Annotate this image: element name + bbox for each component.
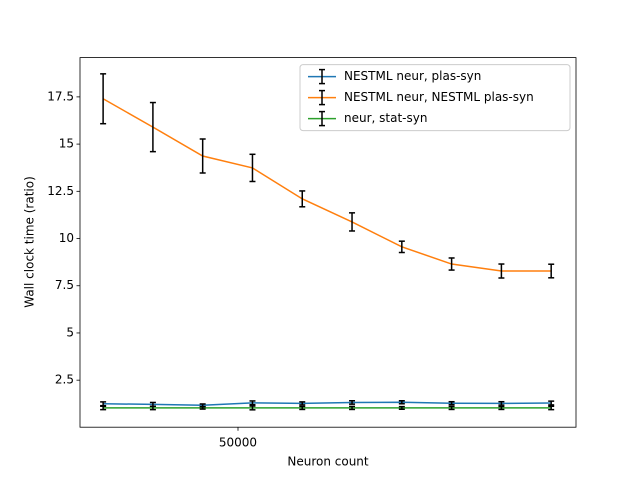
x-tick-label: 50000: [219, 436, 257, 450]
y-tick-label: 10: [59, 231, 74, 245]
error-bar: [448, 257, 455, 271]
error-bar: [299, 190, 306, 208]
legend-box: [299, 64, 571, 132]
error-bar: [548, 400, 555, 406]
error-bar: [398, 240, 405, 254]
error-bar: [398, 400, 405, 405]
error-bar: [100, 405, 107, 411]
y-tick-label: 15: [59, 137, 74, 151]
error-bar: [149, 405, 156, 411]
error-bar: [249, 405, 256, 411]
error-bar: [548, 263, 555, 279]
error-bar: [100, 73, 107, 125]
error-bar: [548, 405, 555, 411]
legend-label: NESTML neur, NESTML plas-syn: [344, 90, 534, 104]
series-line: [103, 401, 552, 407]
y-tick-label: 17.5: [47, 89, 74, 103]
error-bar: [349, 400, 356, 405]
y-tick-label: 7.5: [55, 278, 74, 292]
y-tick-label: 5: [66, 325, 74, 339]
error-bar: [349, 405, 356, 411]
y-tick-label: 12.5: [47, 184, 74, 198]
error-bar: [498, 405, 505, 411]
error-bar: [349, 212, 356, 232]
error-bar: [448, 400, 455, 406]
error-bar: [448, 405, 455, 411]
y-tick-label: 2.5: [55, 373, 74, 387]
error-bar: [299, 401, 306, 406]
legend-label: NESTML neur, plas-syn: [344, 69, 481, 83]
error-bar: [199, 406, 206, 410]
error-bar: [149, 101, 156, 153]
y-axis-label: Wall clock time (ratio): [23, 176, 37, 308]
error-bar: [249, 400, 256, 406]
error-bar: [498, 400, 505, 406]
error-bar: [299, 405, 306, 411]
plot-area: [79, 57, 577, 428]
error-bar: [398, 405, 405, 411]
legend-label: neur, stat-syn: [344, 111, 427, 125]
error-bar: [199, 138, 206, 174]
error-bar: [249, 153, 256, 183]
error-bar: [498, 263, 505, 279]
x-axis-label: Neuron count: [287, 455, 369, 469]
series-line: [102, 98, 552, 272]
